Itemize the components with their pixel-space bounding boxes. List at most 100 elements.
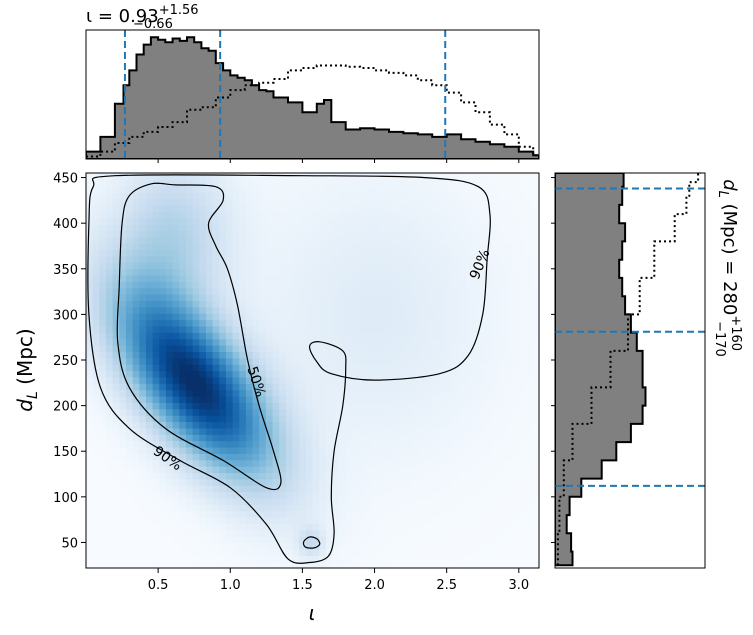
heatmap-cell: [212, 351, 220, 359]
heatmap-cell: [119, 472, 127, 480]
heatmap-cell: [425, 370, 434, 378]
heatmap-cell: [139, 536, 147, 544]
heatmap-cell: [265, 230, 274, 238]
heatmap-cell: [359, 192, 367, 200]
heatmap-cell: [512, 262, 520, 270]
heatmap-cell: [245, 408, 254, 416]
heatmap-cell: [359, 421, 367, 429]
heatmap-cell: [152, 510, 160, 518]
heatmap-cell: [372, 236, 380, 244]
heatmap-cell: [112, 249, 120, 257]
heatmap-cell: [505, 427, 513, 435]
heatmap-cell: [532, 357, 539, 365]
heatmap-cell: [499, 485, 507, 493]
heatmap-cell: [192, 185, 200, 193]
heatmap-cell: [325, 319, 334, 327]
heatmap-cell: [239, 179, 247, 187]
heatmap-cell: [99, 466, 107, 474]
heatmap-cell: [265, 370, 274, 378]
heatmap-cell: [245, 453, 254, 461]
heatmap-cell: [92, 274, 100, 282]
heatmap-cell: [345, 243, 354, 251]
heatmap-cell: [245, 249, 254, 257]
heatmap-cell: [139, 268, 147, 276]
heatmap-cell: [505, 287, 513, 295]
heatmap-cell: [365, 383, 374, 391]
heatmap-cell: [432, 294, 440, 302]
heatmap-cell: [399, 536, 407, 544]
heatmap-cell: [505, 364, 513, 372]
heatmap-cell: [359, 198, 367, 206]
heatmap-cell: [159, 204, 167, 212]
heatmap-cell: [165, 510, 174, 518]
heatmap-cell: [92, 319, 100, 327]
heatmap-cell: [265, 453, 274, 461]
heatmap-cell: [165, 300, 174, 308]
heatmap-cell: [445, 173, 453, 180]
heatmap-cell: [185, 427, 194, 435]
heatmap-cell: [379, 281, 387, 289]
heatmap-cell: [405, 529, 414, 537]
heatmap-cell: [339, 434, 347, 442]
heatmap-cell: [405, 198, 414, 206]
heatmap-cell: [479, 446, 487, 454]
heatmap-cell: [185, 491, 194, 499]
heatmap-cell: [205, 555, 214, 563]
heatmap-cell: [419, 211, 427, 219]
heatmap-cell: [392, 325, 400, 333]
heatmap-cell: [272, 427, 280, 435]
heatmap-cell: [419, 281, 427, 289]
heatmap-cell: [125, 497, 134, 505]
heatmap-cell: [145, 548, 154, 556]
heatmap-cell: [299, 281, 307, 289]
heatmap-cell: [145, 370, 154, 378]
heatmap-cell: [252, 223, 260, 231]
heatmap-cell: [365, 204, 374, 212]
heatmap-cell: [425, 402, 434, 410]
heatmap-cell: [219, 517, 227, 524]
heatmap-cell: [119, 434, 127, 442]
heatmap-cell: [265, 478, 274, 486]
heatmap-cell: [499, 243, 507, 251]
heatmap-cell: [192, 364, 200, 372]
heatmap-cell: [125, 319, 134, 327]
heatmap-cell: [432, 427, 440, 435]
heatmap-cell: [479, 491, 487, 499]
heatmap-cell: [445, 179, 453, 187]
heatmap-cell: [399, 542, 407, 550]
heatmap-cell: [319, 217, 327, 225]
heatmap-cell: [172, 313, 180, 321]
heatmap-cell: [219, 268, 227, 276]
heatmap-cell: [192, 204, 200, 212]
heatmap-cell: [105, 217, 114, 225]
heatmap-cell: [465, 542, 473, 550]
heatmap-cell: [352, 179, 360, 187]
heatmap-cell: [145, 300, 154, 308]
heatmap-cell: [345, 364, 354, 372]
heatmap-cell: [452, 491, 460, 499]
heatmap-cell: [205, 325, 214, 333]
heatmap-cell: [392, 510, 400, 518]
heatmap-cell: [119, 536, 127, 544]
heatmap-cell: [225, 491, 234, 499]
heatmap-cell: [239, 338, 247, 346]
heatmap-cell: [359, 179, 367, 187]
heatmap-cell: [365, 185, 374, 193]
heatmap-cell: [99, 504, 107, 512]
heatmap-cell: [199, 243, 207, 251]
heatmap-cell: [285, 427, 294, 435]
heatmap-cell: [219, 319, 227, 327]
heatmap-cell: [505, 523, 513, 531]
heatmap-cell: [525, 313, 533, 321]
heatmap-cell: [252, 351, 260, 359]
heatmap-cell: [459, 217, 467, 225]
heatmap-cell: [112, 173, 120, 180]
heatmap-cell: [145, 446, 154, 454]
heatmap-cell: [525, 325, 533, 333]
heatmap-cell: [259, 376, 267, 384]
heatmap-cell: [192, 478, 200, 486]
heatmap-cell: [512, 408, 520, 416]
heatmap-cell: [205, 173, 214, 180]
heatmap-cell: [505, 249, 513, 257]
heatmap-cell: [265, 198, 274, 206]
